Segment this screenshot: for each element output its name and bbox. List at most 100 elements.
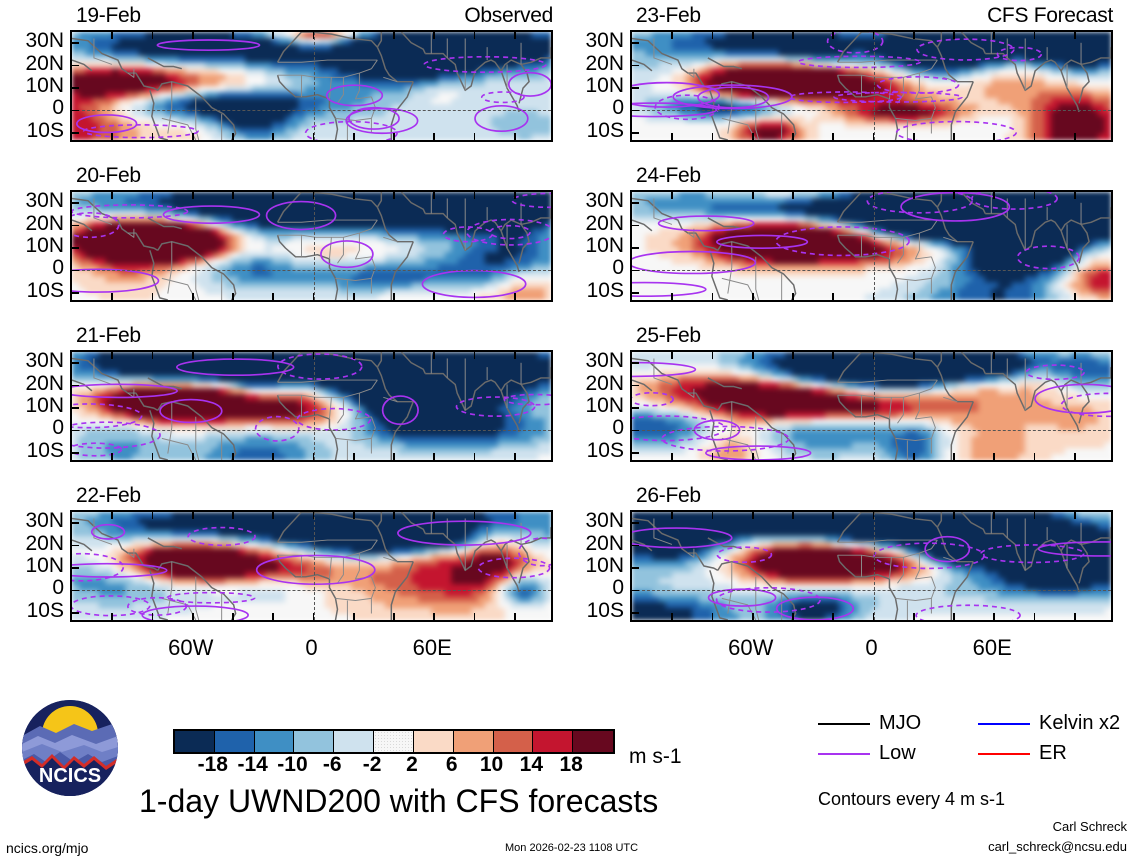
x-tick-mark (232, 613, 234, 620)
x-tick-mark (433, 192, 436, 199)
map-panel[interactable] (630, 30, 1113, 142)
x-tick-mark (473, 133, 476, 140)
x-tick-mark (792, 453, 794, 460)
x-tick-mark (912, 453, 915, 460)
panel-date-label: 19-Feb (76, 4, 141, 27)
y-tick-mark (632, 429, 639, 432)
x-tick-mark (832, 32, 835, 39)
x-tick-mark (912, 512, 915, 519)
y-tick-label: 10N (585, 394, 624, 417)
map-panel[interactable] (630, 510, 1113, 622)
panel-date-label: 23-Feb (636, 4, 701, 27)
y-tick-label: 30N (585, 509, 624, 533)
x-tick-mark (473, 512, 476, 519)
low-contour (797, 55, 922, 69)
legend-label: MJO (879, 712, 922, 734)
geography-overlay (632, 192, 1111, 300)
x-tick-mark (151, 613, 154, 620)
x-tick-mark (1073, 192, 1076, 199)
y-tick-mark (632, 589, 639, 592)
map-panel[interactable] (70, 350, 553, 462)
x-tick-mark (711, 453, 714, 460)
x-tick-mark (111, 293, 114, 300)
colorbar (173, 729, 615, 754)
x-tick-mark (1033, 192, 1036, 199)
x-tick-mark (151, 453, 154, 460)
x-tick-mark (671, 613, 674, 620)
low-contour (162, 205, 261, 225)
y-tick-mark (632, 131, 639, 134)
x-tick-mark (433, 352, 436, 359)
panel-date-label: 26-Feb (636, 484, 701, 507)
credit-email: carl_schreck@ncsu.edu (988, 838, 1127, 854)
y-axis-labels: 30N 20N 10N 0 10S (8, 510, 64, 622)
colorbar-segment (413, 731, 454, 752)
equator-line (632, 270, 1111, 272)
site-url[interactable]: ncics.org/mjo (6, 840, 89, 856)
y-tick-label: 0 (52, 256, 64, 280)
map-panel[interactable] (70, 510, 553, 622)
x-tick-mark (671, 512, 674, 519)
y-tick-label: 30N (585, 349, 624, 373)
panel-date-label: 25-Feb (636, 324, 701, 347)
x-tick-mark (272, 192, 275, 199)
low-contour (381, 395, 419, 426)
prime-meridian-line (873, 512, 875, 620)
x-tick-mark (711, 512, 714, 519)
y-tick-label: 0 (52, 96, 64, 120)
equator-line (72, 270, 551, 272)
ncics-logo: NCICS (22, 700, 118, 796)
x-tick-mark (912, 293, 915, 300)
x-tick-mark (393, 192, 395, 199)
x-tick-mark (473, 192, 476, 199)
x-tick-mark (832, 352, 835, 359)
map-panel[interactable] (70, 30, 553, 142)
colorbar-units-label: m s-1 (629, 745, 682, 768)
y-tick-mark (632, 64, 639, 67)
low-contour (705, 445, 812, 460)
y-tick-label: 10S (26, 598, 64, 622)
x-tick-mark (953, 192, 955, 199)
legend-line-swatch (818, 722, 870, 725)
x-tick-mark (711, 133, 714, 140)
colorbar-tick-label: 2 (406, 753, 418, 776)
x-tick-mark (232, 352, 234, 359)
x-tick-mark (352, 192, 355, 199)
y-tick-mark (632, 407, 639, 409)
x-tick-mark (671, 293, 674, 300)
y-tick-mark (72, 451, 79, 454)
low-contour (255, 554, 376, 586)
low-contour (833, 91, 963, 103)
x-tick-mark (151, 133, 154, 140)
x-tick-mark (272, 293, 275, 300)
x-tick-mark (513, 352, 516, 359)
x-tick-mark (473, 352, 476, 359)
legend-line-swatch (818, 752, 870, 755)
x-tick-mark (872, 133, 875, 140)
y-tick-mark (632, 611, 639, 614)
x-tick-mark (191, 192, 194, 199)
x-tick-mark (272, 133, 275, 140)
x-tick-mark (151, 352, 154, 359)
colorbar-segment (493, 731, 534, 752)
panel-date-label: 22-Feb (76, 484, 141, 507)
low-contour (141, 605, 249, 620)
x-tick-mark (872, 613, 875, 620)
x-tick-mark (1033, 32, 1036, 39)
low-contour (489, 224, 531, 240)
y-tick-label: 30N (25, 189, 64, 213)
map-panel[interactable] (630, 190, 1113, 302)
low-contour (159, 398, 223, 424)
low-contour (866, 192, 973, 214)
x-tick-mark (312, 192, 315, 199)
map-panel[interactable] (70, 190, 553, 302)
low-contour (517, 537, 551, 567)
y-tick-mark (632, 384, 639, 387)
colorbar-segment (214, 731, 255, 752)
map-panel[interactable] (630, 350, 1113, 462)
x-tick-mark (872, 352, 875, 359)
x-tick-mark (1033, 453, 1036, 460)
y-tick-label: 30N (25, 29, 64, 53)
low-contour (1034, 383, 1111, 414)
x-tick-mark (191, 133, 194, 140)
